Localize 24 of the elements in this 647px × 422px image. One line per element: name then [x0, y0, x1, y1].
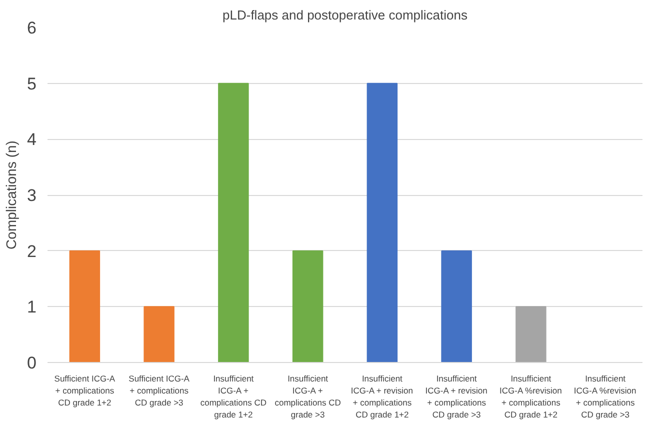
x-tick-label: Sufficient ICG-A + complications CD grade >3: [128, 374, 190, 408]
x-tick-label: Insufficient ICG-A + complications CD grade 1+2: [200, 374, 267, 420]
x-tick-label: Insufficient ICG-A + complications CD grade >3: [274, 374, 341, 420]
y-axis-title: Complications (n): [3, 140, 20, 250]
x-tick-label: Insufficient ICG-A %revision + complications CD grade 1+2: [500, 374, 562, 420]
y-tick-label: 5: [27, 74, 37, 94]
bar: [218, 82, 249, 362]
x-tick-label: Insufficient ICG-A + revision + complications CD grade 1+2: [350, 374, 414, 420]
y-tick-label: 3: [27, 186, 37, 205]
chart-title: pLD-flaps and postoperative complications: [222, 8, 468, 22]
y-tick-label: 6: [27, 18, 37, 38]
y-tick-label: 0: [27, 354, 37, 372]
bar: [366, 82, 398, 362]
y-tick-label: 1: [27, 298, 37, 317]
bar: [292, 250, 324, 362]
y-tick-label: 4: [27, 130, 37, 150]
bar: [69, 250, 100, 362]
x-tick-label: Sufficient ICG-A + complications CD grade 1+2: [54, 374, 116, 408]
x-tick-label: Insufficient ICG-A + revision + complications CD grade >3: [425, 374, 488, 420]
y-tick-label: 2: [27, 242, 37, 261]
bar: [516, 306, 546, 362]
bar: [441, 250, 472, 362]
bar: [144, 306, 174, 362]
x-tick-label: Insufficient ICG-A %revision + complications CD grade >3: [574, 374, 637, 420]
